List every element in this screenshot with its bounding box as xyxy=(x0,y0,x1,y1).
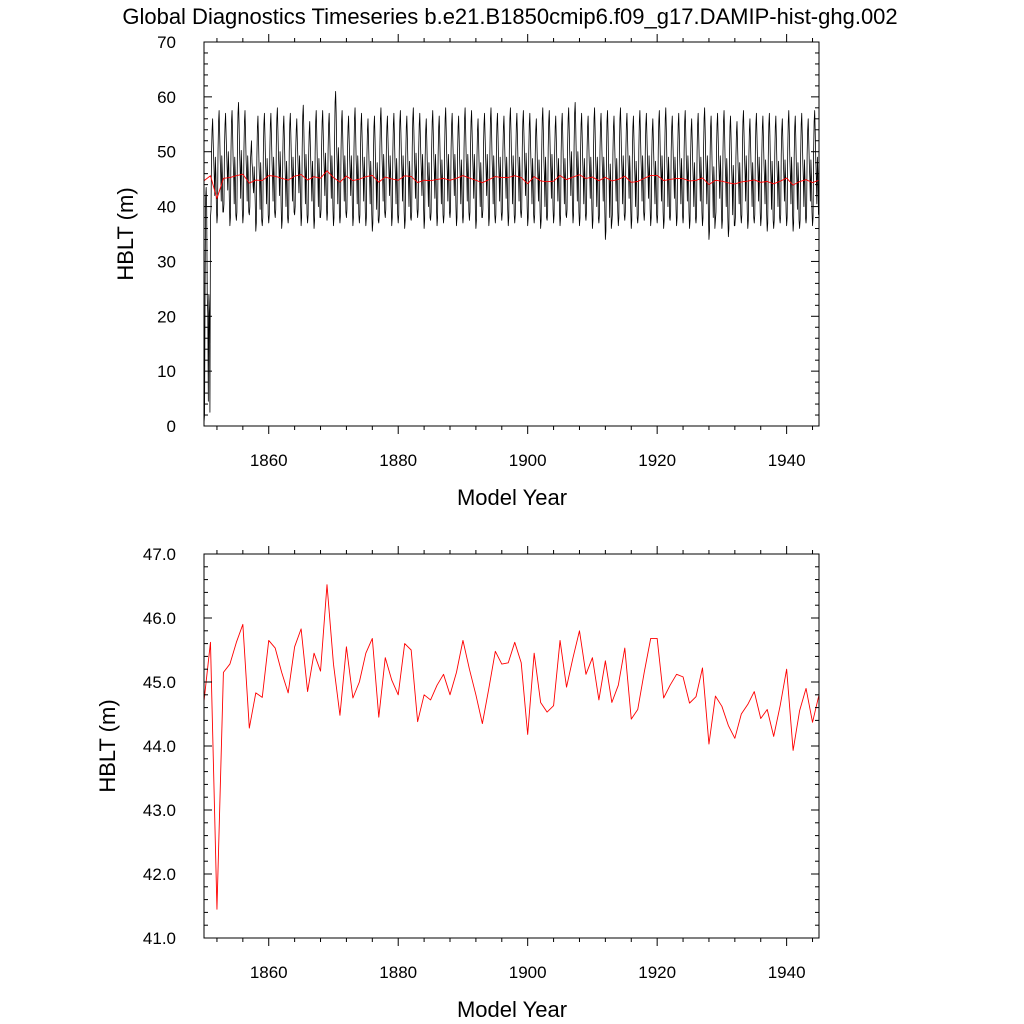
bottom-panel-xlabel: Model Year xyxy=(457,997,567,1022)
top-panel-xlabel: Model Year xyxy=(457,485,567,510)
top-panel-series-monthly-line xyxy=(203,90,819,424)
bottom-panel: HBLT (m) Model Year 41.0 42.0 43.0 44.0 45.0… xyxy=(95,545,820,1022)
top-panel-ylabel: HBLT (m) xyxy=(113,187,138,280)
bottom-panel-ytick-label: 47.0 xyxy=(143,545,176,564)
top-panel-frame xyxy=(203,41,820,427)
bottom-panel-ylabel: HBLT (m) xyxy=(95,699,120,792)
top-panel-ytick-label: 0 xyxy=(167,417,176,436)
top-panel-xtick-label: 1880 xyxy=(379,451,417,470)
bottom-panel-frame xyxy=(203,553,820,939)
top-panel-series-annual-line xyxy=(203,170,820,200)
top-panel-ytick-label: 50 xyxy=(157,143,176,162)
chart-title: Global Diagnostics Timeseries b.e21.B185… xyxy=(122,4,897,29)
bottom-panel-xtick-label: 1940 xyxy=(768,963,806,982)
top-panel-xtick-label: 1900 xyxy=(509,451,547,470)
bottom-panel-xtick-label: 1880 xyxy=(379,963,417,982)
top-panel: HBLT (m) Model Year 0 10 20 30 40 50 60 70 1860 1… xyxy=(113,33,820,510)
bottom-panel-ytick-label: 42.0 xyxy=(143,865,176,884)
bottom-panel-ytick-label: 41.0 xyxy=(143,929,176,948)
bottom-panel-ytick-label: 44.0 xyxy=(143,737,176,756)
top-panel-ytick-label: 20 xyxy=(157,307,176,326)
top-panel-xtick-label: 1860 xyxy=(250,451,288,470)
top-panel-xtick-label: 1920 xyxy=(638,451,676,470)
top-panel-ytick-label: 60 xyxy=(157,88,176,107)
top-panel-ytick-label: 10 xyxy=(157,362,176,381)
bottom-panel-ytick-label: 45.0 xyxy=(143,673,176,692)
bottom-panel-series-annual-line xyxy=(203,584,820,910)
bottom-panel-ytick-label: 43.0 xyxy=(143,801,176,820)
top-panel-xtick-label: 1940 xyxy=(768,451,806,470)
top-panel-ytick-label: 70 xyxy=(157,33,176,52)
bottom-panel-xtick-label: 1900 xyxy=(509,963,547,982)
top-panel-ytick-label: 30 xyxy=(157,252,176,271)
bottom-panel-xtick-label: 1920 xyxy=(638,963,676,982)
top-panel-ytick-label: 40 xyxy=(157,198,176,217)
bottom-panel-xtick-label: 1860 xyxy=(250,963,288,982)
bottom-panel-ytick-label: 46.0 xyxy=(143,609,176,628)
